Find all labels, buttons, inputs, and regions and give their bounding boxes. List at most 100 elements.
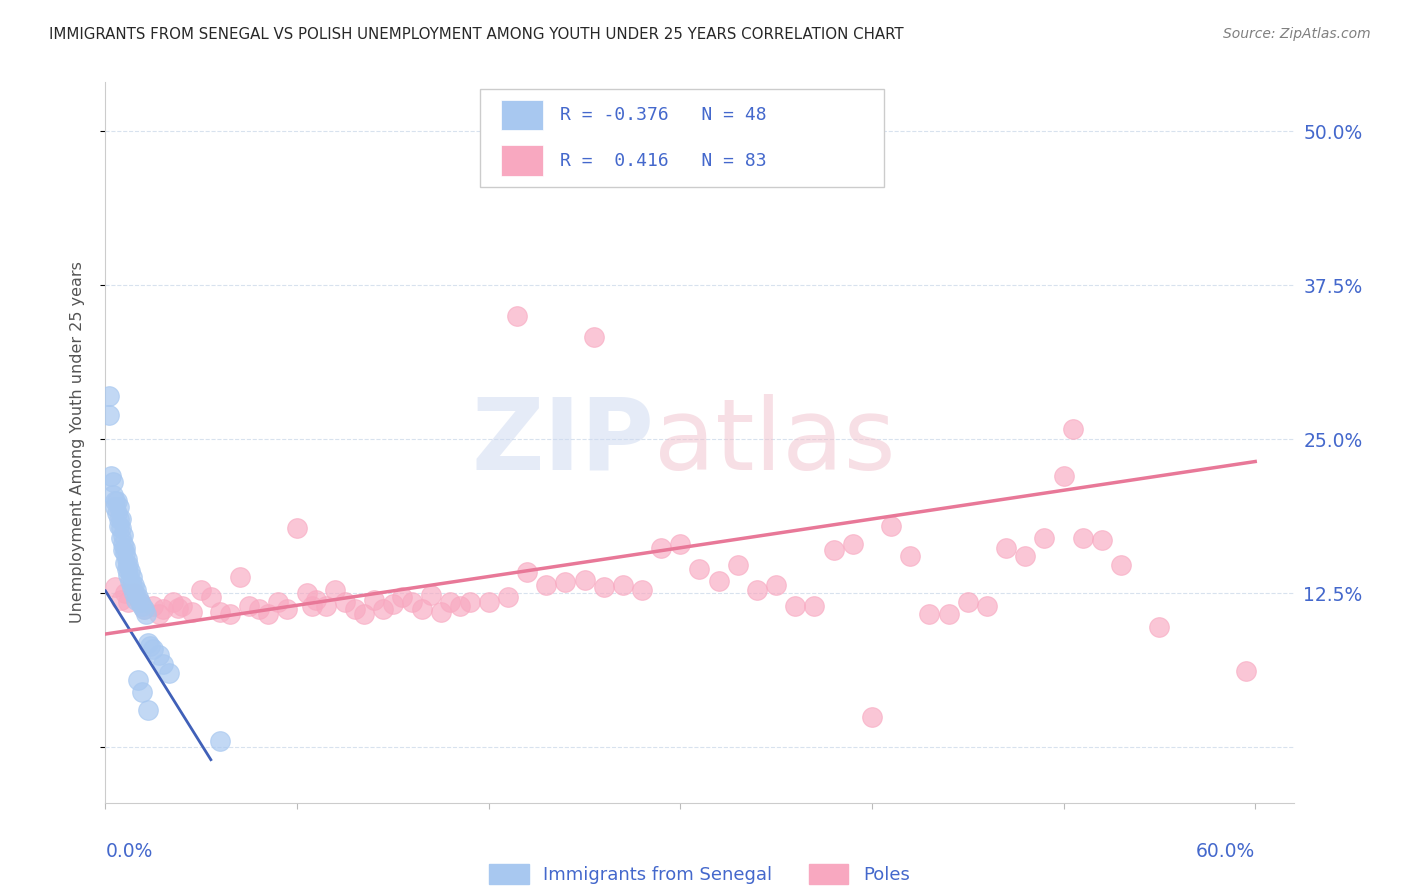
Point <box>995 541 1018 555</box>
Point <box>918 607 941 622</box>
Point <box>190 582 212 597</box>
Point <box>391 590 413 604</box>
Point <box>343 602 366 616</box>
Point <box>114 586 136 600</box>
Point <box>108 500 131 515</box>
Point <box>152 602 174 616</box>
Point <box>180 605 202 619</box>
Point <box>142 641 165 656</box>
Point <box>860 709 883 723</box>
Point <box>363 592 385 607</box>
Point <box>612 578 634 592</box>
Point <box>276 602 298 616</box>
Point <box>285 521 308 535</box>
Point <box>333 595 356 609</box>
Point <box>823 543 845 558</box>
Point <box>689 562 711 576</box>
Point <box>478 595 501 609</box>
Point <box>142 599 165 613</box>
Point <box>325 582 347 597</box>
Point <box>162 595 184 609</box>
Point <box>449 599 471 613</box>
Point <box>114 556 136 570</box>
Point <box>257 607 280 622</box>
Point <box>104 500 127 515</box>
Point <box>534 578 557 592</box>
Point <box>117 567 139 582</box>
Point <box>117 558 139 572</box>
Point <box>127 673 149 687</box>
Point <box>135 607 157 622</box>
Point <box>111 528 134 542</box>
Point <box>727 558 749 572</box>
Point <box>110 592 132 607</box>
Point <box>152 657 174 671</box>
Point <box>138 640 160 654</box>
Point <box>209 734 232 748</box>
Point <box>1062 422 1084 436</box>
Point <box>136 703 159 717</box>
Point <box>114 546 136 560</box>
Point <box>381 598 404 612</box>
Point <box>554 575 576 590</box>
Point <box>200 590 222 604</box>
Point <box>506 309 529 323</box>
Point <box>108 518 131 533</box>
Point <box>631 582 654 597</box>
Point <box>117 595 139 609</box>
Point <box>938 607 960 622</box>
Point <box>228 570 250 584</box>
Point <box>496 590 519 604</box>
Point <box>516 566 538 580</box>
Bar <box>501 145 543 176</box>
Point <box>129 595 152 609</box>
Point <box>353 607 375 622</box>
Point <box>101 488 124 502</box>
Text: Source: ZipAtlas.com: Source: ZipAtlas.com <box>1223 27 1371 41</box>
Point <box>439 595 461 609</box>
Point <box>1149 619 1171 633</box>
Point <box>1071 531 1094 545</box>
Point <box>1014 549 1036 564</box>
Point <box>120 574 142 588</box>
Point <box>574 573 596 587</box>
Point <box>669 537 692 551</box>
Text: R = -0.376   N = 48: R = -0.376 N = 48 <box>561 106 768 124</box>
Text: atlas: atlas <box>654 394 896 491</box>
Point <box>98 389 121 403</box>
Point <box>110 521 132 535</box>
Legend: Immigrants from Senegal, Poles: Immigrants from Senegal, Poles <box>482 856 917 891</box>
Point <box>110 531 132 545</box>
Point <box>1234 664 1257 678</box>
Point <box>122 578 145 592</box>
Point <box>295 586 318 600</box>
Point <box>745 582 768 597</box>
Text: R =  0.416   N = 83: R = 0.416 N = 83 <box>561 152 768 169</box>
Point <box>105 494 128 508</box>
Point <box>111 543 134 558</box>
Point <box>898 549 921 564</box>
Point <box>583 330 606 344</box>
Point <box>172 599 194 613</box>
Point <box>842 537 865 551</box>
Point <box>111 537 134 551</box>
FancyBboxPatch shape <box>479 89 883 186</box>
Point <box>956 595 979 609</box>
Point <box>136 635 159 649</box>
Point <box>104 494 127 508</box>
Point <box>411 602 433 616</box>
Point <box>101 475 124 490</box>
Point <box>100 469 122 483</box>
Point <box>1033 531 1056 545</box>
Point <box>125 582 148 597</box>
Point <box>167 601 190 615</box>
Point <box>157 666 180 681</box>
Point <box>592 580 614 594</box>
Point <box>247 602 270 616</box>
Point <box>148 607 170 622</box>
Point <box>1052 469 1074 483</box>
Point <box>765 578 787 592</box>
Point <box>373 602 395 616</box>
Point <box>1109 558 1132 572</box>
Point <box>120 564 142 578</box>
